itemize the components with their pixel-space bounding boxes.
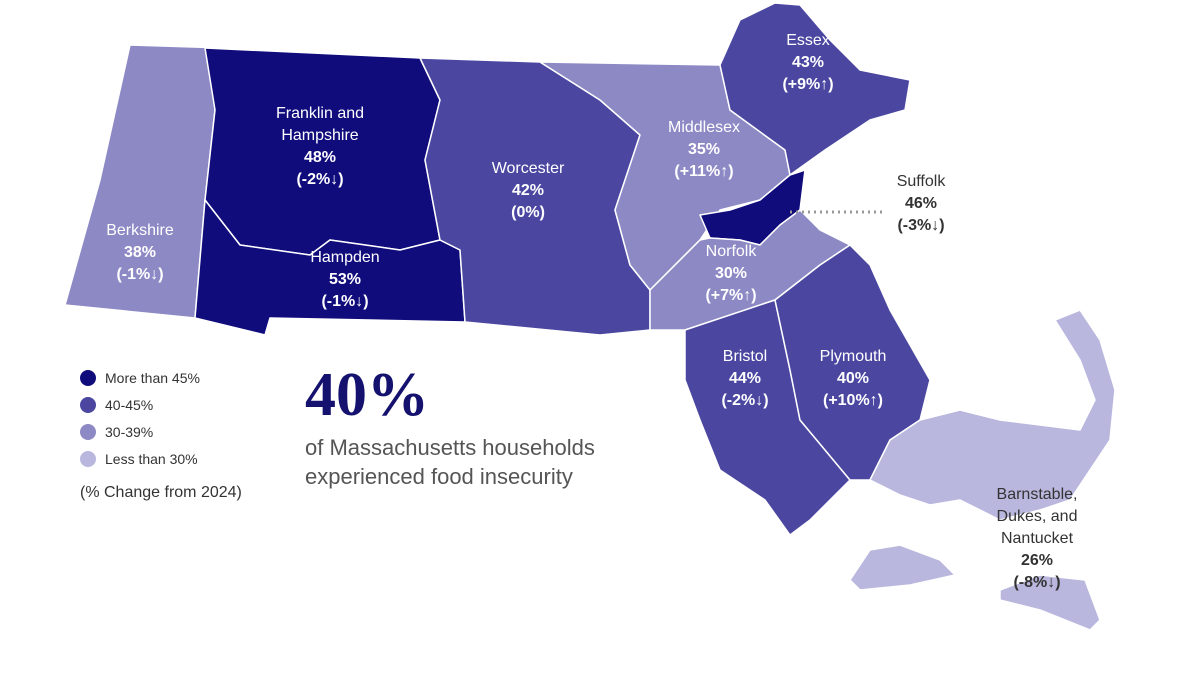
region-value: 35% — [688, 141, 720, 158]
region-change: (-2%↓) — [721, 392, 768, 409]
headline-line: experienced food insecurity — [305, 464, 573, 489]
region-value: 44% — [729, 370, 761, 387]
region-change: (+11%↑) — [674, 163, 733, 180]
region-value: 53% — [329, 271, 361, 288]
legend-swatch — [80, 451, 96, 467]
region-change: (-3%↓) — [897, 217, 944, 234]
region-name: Worcester — [492, 160, 565, 177]
region-change: (-8%↓) — [1013, 574, 1060, 591]
region-essex — [719, 2, 911, 176]
labels: Berkshire 38% (-1%↓) Franklin and Hampshire 4… — [106, 32, 1077, 591]
region-name: Essex — [786, 32, 830, 49]
region-name: Hampden — [310, 249, 379, 266]
region-change: (+9%↑) — [782, 76, 833, 93]
region-value: 42% — [512, 182, 544, 199]
region-name: Nantucket — [1001, 530, 1074, 547]
headline-value: 40% — [305, 361, 429, 429]
region-name: Berkshire — [106, 222, 174, 239]
legend-swatch — [80, 397, 96, 413]
headline-line: of Massachusetts households — [305, 435, 595, 460]
region-value: 40% — [837, 370, 869, 387]
region-name: Hampshire — [281, 127, 358, 144]
region-value: 26% — [1021, 552, 1053, 569]
region-name: Bristol — [723, 348, 767, 365]
region-name: Suffolk — [897, 173, 947, 190]
legend-label: 30-39% — [105, 424, 153, 440]
legend-swatch — [80, 370, 96, 386]
region-value: 38% — [124, 244, 156, 261]
region-change: (0%) — [511, 204, 545, 221]
region-name: Norfolk — [706, 243, 758, 260]
legend-label: More than 45% — [105, 370, 200, 386]
region-value: 43% — [792, 54, 824, 71]
region-value: 30% — [715, 265, 747, 282]
region-change: (+7%↑) — [705, 287, 756, 304]
region-value: 46% — [905, 195, 937, 212]
region-barnstable — [849, 309, 1116, 631]
region-name: Franklin and — [276, 105, 364, 122]
legend-note: (% Change from 2024) — [80, 484, 242, 501]
legend-label: 40-45% — [105, 397, 153, 413]
region-name: Plymouth — [820, 348, 887, 365]
legend-label: Less than 30% — [105, 451, 198, 467]
region-name: Dukes, and — [997, 508, 1078, 525]
legend: More than 45% 40-45% 30-39% Less than 30% — [80, 370, 200, 467]
region-change: (+10%↑) — [823, 392, 883, 409]
region-change: (-1%↓) — [321, 293, 368, 310]
region-value: 48% — [304, 149, 336, 166]
region-name: Middlesex — [668, 119, 740, 136]
region-name: Barnstable, — [997, 486, 1078, 503]
region-change: (-2%↓) — [296, 171, 343, 188]
region-change: (-1%↓) — [116, 266, 163, 283]
legend-swatch — [80, 424, 96, 440]
